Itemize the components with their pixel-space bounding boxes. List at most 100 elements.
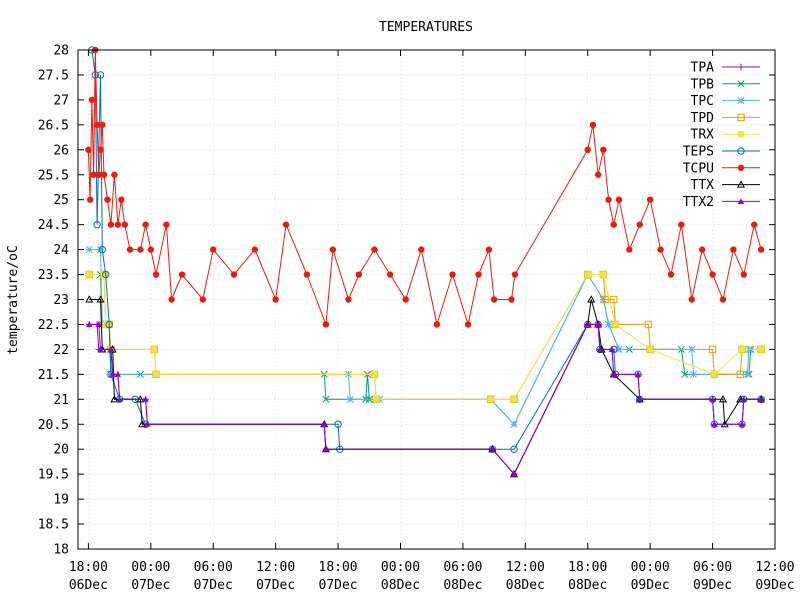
data-point	[718, 395, 728, 403]
data-point	[634, 371, 642, 377]
data-point	[334, 420, 342, 428]
data-point	[152, 371, 160, 378]
data-point	[644, 320, 653, 329]
data-point	[100, 271, 108, 278]
data-point	[636, 221, 643, 228]
y-tick-label: 25	[53, 193, 69, 208]
data-point	[386, 271, 394, 278]
data-point	[612, 321, 619, 328]
data-point	[107, 346, 115, 352]
data-point	[738, 421, 746, 427]
data-point	[740, 396, 747, 402]
data-point	[594, 171, 602, 178]
data-point	[90, 171, 97, 178]
data-point	[600, 271, 607, 278]
data-point	[688, 296, 695, 303]
data-point	[114, 221, 122, 228]
data-point	[86, 196, 94, 203]
x-tick-label-day: 07Dec	[131, 578, 170, 593]
y-tick-label: 18.5	[38, 518, 69, 533]
data-point	[608, 346, 616, 352]
x-tick-label-day: 07Dec	[256, 578, 295, 593]
x-tick-label-time: 00:00	[631, 560, 670, 575]
y-tick-label: 21.5	[38, 368, 69, 383]
data-point	[98, 245, 106, 254]
grid-lines	[78, 50, 775, 549]
data-point	[743, 370, 751, 378]
data-point	[594, 321, 602, 328]
x-tick-label-time: 12:00	[755, 560, 794, 575]
data-point	[433, 321, 441, 328]
x-tick-label-day: 08Dec	[443, 578, 482, 593]
data-point	[510, 396, 518, 403]
data-point	[487, 396, 494, 403]
data-point	[489, 446, 496, 452]
data-point	[711, 421, 718, 427]
data-point	[97, 346, 104, 352]
x-tick-label-day: 06Dec	[69, 578, 108, 593]
legend-label-tpa: TPA	[691, 61, 715, 76]
data-point	[111, 171, 118, 178]
data-point	[601, 295, 609, 304]
data-point	[736, 180, 746, 188]
data-point	[646, 346, 654, 353]
y-tick-label: 20	[53, 443, 69, 458]
legend-label-tpc: TPC	[691, 94, 714, 109]
data-point	[142, 221, 149, 228]
legend-label-ttx2: TTX2	[683, 195, 714, 210]
data-point	[96, 71, 105, 79]
data-point	[95, 171, 103, 178]
data-point	[99, 121, 106, 129]
legend-label-tcpu: TCPU	[683, 161, 714, 176]
data-point	[96, 295, 105, 303]
x-tick-label-time: 00:00	[381, 560, 420, 575]
data-point	[93, 220, 101, 229]
data-point	[230, 271, 238, 278]
series-line-tcpu	[87, 49, 762, 327]
data-point	[490, 296, 498, 303]
data-point	[719, 296, 727, 303]
data-point	[371, 246, 378, 253]
data-point	[678, 221, 685, 228]
data-point	[142, 396, 149, 402]
data-point	[737, 80, 745, 88]
data-point	[345, 296, 352, 303]
data-point	[199, 296, 207, 303]
data-point	[511, 271, 519, 278]
data-point	[737, 198, 745, 204]
data-point	[708, 345, 717, 354]
data-point	[97, 146, 104, 153]
data-point	[110, 395, 119, 403]
y-tick-label: 22.5	[38, 318, 69, 333]
data-point	[730, 246, 737, 253]
legend-label-tpb: TPB	[691, 77, 715, 92]
data-point	[689, 370, 698, 378]
data-point	[373, 396, 380, 403]
data-point	[736, 370, 745, 379]
y-tick-label: 23	[53, 293, 69, 308]
y-tick-label: 24.5	[38, 218, 69, 233]
y-axis-label: temperature/oC	[6, 245, 21, 355]
series-layer	[85, 46, 766, 478]
data-point	[371, 371, 378, 378]
data-point	[96, 246, 105, 254]
data-point	[736, 395, 745, 403]
x-tick-label-time: 06:00	[194, 560, 233, 575]
data-point	[615, 345, 623, 353]
data-point	[698, 246, 706, 253]
chart-title: TEMPERATURES	[379, 20, 473, 35]
data-point	[599, 295, 607, 304]
data-point	[137, 246, 144, 253]
data-point	[86, 271, 93, 278]
data-point	[740, 271, 747, 278]
data-point	[329, 246, 337, 253]
data-point	[152, 271, 160, 278]
data-point	[402, 296, 409, 303]
data-point	[464, 321, 472, 328]
y-tick-label: 20.5	[38, 418, 69, 433]
legend-label-trx: TRX	[691, 128, 715, 143]
x-tick-label-time: 06:00	[693, 560, 732, 575]
data-point	[321, 421, 328, 427]
data-point	[418, 246, 425, 253]
y-tick-label: 23.5	[38, 268, 69, 283]
